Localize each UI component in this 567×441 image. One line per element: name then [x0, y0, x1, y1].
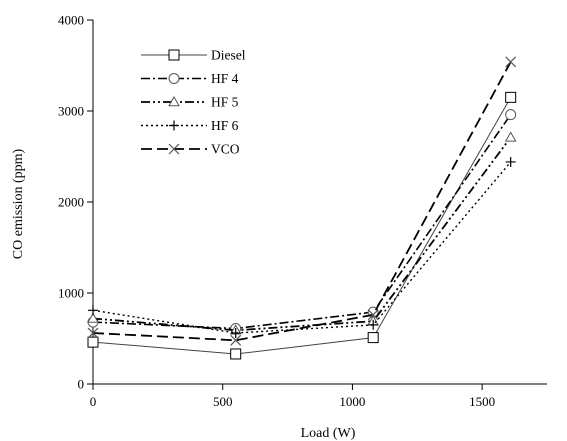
plus-marker	[88, 305, 98, 315]
series-hf-4	[88, 110, 516, 334]
legend-label: HF 5	[211, 95, 239, 110]
legend-item: HF 4	[141, 71, 239, 86]
series-diesel	[88, 92, 516, 359]
square-marker	[169, 50, 179, 60]
series-hf-6	[88, 157, 516, 338]
legend-label: VCO	[211, 142, 240, 157]
y-axis-label: CO emission (ppm)	[11, 148, 26, 259]
square-marker	[231, 349, 241, 359]
y-tick-label: 2000	[58, 195, 84, 210]
square-marker	[506, 92, 516, 102]
legend-item: Diesel	[141, 48, 246, 63]
x-tick-label: 0	[90, 394, 97, 409]
triangle-marker	[506, 132, 516, 141]
legend-label: HF 6	[211, 118, 239, 133]
x-tick-label: 1500	[469, 394, 495, 409]
legend-item: HF 6	[141, 118, 239, 133]
series-line	[93, 137, 511, 330]
series-line	[93, 115, 511, 329]
y-tick-label: 1000	[58, 286, 84, 301]
cross-marker	[506, 57, 516, 67]
x-axis-label: Load (W)	[301, 426, 356, 441]
series-line	[93, 162, 511, 333]
legend: Diesel HF 4 HF 5 HF 6 VCO	[141, 48, 246, 157]
circle-marker	[506, 110, 516, 120]
series-line	[93, 62, 511, 340]
legend-item: HF 5	[141, 95, 239, 110]
x-tick-label: 500	[213, 394, 233, 409]
legend-label: Diesel	[211, 48, 246, 63]
square-marker	[368, 333, 378, 343]
legend-label: HF 4	[211, 71, 239, 86]
series-line	[93, 97, 511, 354]
y-tick-label: 3000	[58, 104, 84, 119]
y-tick-label: 0	[78, 377, 85, 392]
x-tick-label: 1000	[339, 394, 365, 409]
series-hf-5	[88, 132, 516, 334]
series-layer	[88, 57, 516, 359]
plus-marker	[169, 121, 179, 131]
y-tick-label: 4000	[58, 13, 84, 28]
square-marker	[88, 337, 98, 347]
axes	[93, 20, 547, 384]
circle-marker	[169, 74, 179, 84]
legend-item: VCO	[141, 142, 240, 157]
